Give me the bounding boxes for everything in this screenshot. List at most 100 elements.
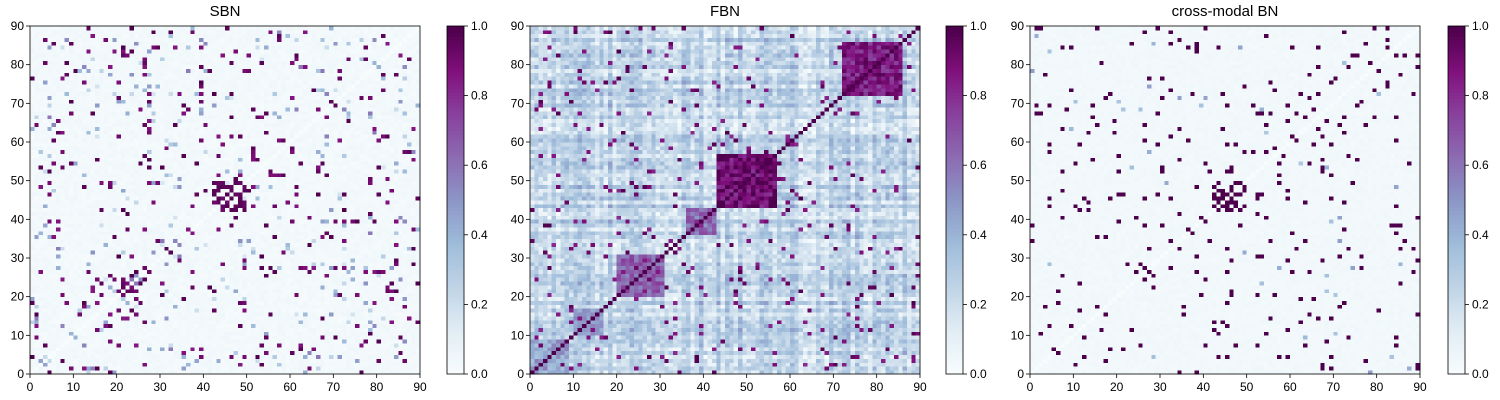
heatmap-cell — [56, 339, 61, 344]
heatmap-cell — [112, 277, 118, 282]
heatmap-cell — [233, 180, 239, 185]
heatmap-cell — [402, 246, 408, 251]
heatmap-cell — [298, 339, 304, 344]
heatmap-cell — [203, 169, 209, 174]
heatmap-cell — [316, 261, 321, 267]
heatmap-cell — [294, 316, 300, 321]
heatmap-cell — [363, 238, 369, 243]
heatmap-cell — [108, 285, 113, 290]
heatmap-cell — [64, 265, 70, 270]
heatmap-cell — [350, 176, 356, 182]
heatmap-cell — [164, 230, 170, 236]
heatmap-cell — [155, 223, 161, 228]
heatmap-cell — [186, 346, 191, 352]
heatmap-cell — [168, 343, 174, 348]
heatmap-cell — [350, 335, 356, 340]
heatmap-cell — [43, 339, 48, 344]
heatmap-cell — [398, 250, 404, 255]
heatmap-cell — [333, 358, 339, 363]
heatmap-cell — [77, 308, 83, 313]
heatmap-cell — [264, 366, 269, 371]
heatmap-cell — [190, 331, 196, 336]
heatmap-cell — [242, 285, 248, 290]
heatmap-cell — [251, 300, 256, 305]
heatmap-cell — [415, 358, 421, 363]
heatmap-cell — [151, 157, 157, 162]
heatmap-cell — [112, 331, 118, 336]
heatmap-cell — [255, 354, 261, 359]
heatmap-cell — [307, 196, 313, 201]
heatmap-cell — [329, 184, 334, 189]
heatmap-cell — [316, 269, 321, 274]
heatmap-cell — [389, 300, 395, 305]
heatmap-cell — [320, 219, 326, 224]
heatmap-cell — [242, 370, 248, 375]
heatmap-cell — [220, 296, 226, 301]
heatmap-cell — [225, 300, 230, 305]
heatmap-cell — [30, 273, 35, 278]
heatmap-cell — [294, 304, 300, 309]
heatmap-cell — [203, 300, 209, 305]
heatmap-cell — [259, 172, 265, 178]
heatmap-cell — [259, 335, 265, 340]
heatmap-cell — [125, 176, 131, 182]
heatmap-cell — [112, 339, 118, 344]
heatmap-cell — [125, 335, 131, 340]
heatmap-cell — [56, 265, 61, 270]
heatmap-cell — [155, 362, 161, 367]
heatmap-cell — [34, 350, 40, 356]
heatmap-cell — [363, 192, 369, 197]
heatmap-cell — [394, 277, 399, 282]
heatmap-cell — [329, 211, 334, 216]
heatmap-cell — [329, 230, 334, 236]
heatmap-cell — [307, 339, 313, 344]
heatmap-cell — [398, 227, 404, 232]
heatmap-cell — [407, 227, 412, 232]
heatmap-cell — [73, 172, 79, 178]
heatmap-cell — [381, 196, 386, 201]
heatmap-cell — [368, 265, 373, 270]
heatmap-cell — [138, 296, 144, 301]
heatmap-cell — [199, 335, 204, 340]
heatmap-cell — [242, 215, 248, 220]
heatmap-cell — [38, 192, 44, 197]
heatmap-cell — [86, 157, 92, 162]
heatmap-cell — [290, 327, 295, 332]
heatmap-cell — [116, 277, 122, 282]
heatmap-cell — [51, 196, 57, 201]
heatmap-cell — [108, 277, 113, 282]
heatmap-cell — [233, 223, 239, 228]
heatmap-cell — [372, 196, 378, 201]
heatmap-cell — [30, 246, 35, 251]
heatmap-cell — [307, 258, 313, 263]
heatmap-cell — [251, 227, 256, 232]
heatmap-cell — [129, 350, 135, 356]
heatmap-cell — [229, 296, 235, 301]
heatmap-cell — [95, 246, 100, 251]
heatmap-cell — [99, 203, 105, 209]
heatmap-cell — [411, 215, 417, 220]
heatmap-cell — [411, 327, 417, 332]
heatmap-cell — [333, 184, 339, 189]
heatmap-cell — [337, 308, 343, 313]
heatmap-cell — [103, 370, 109, 375]
heatmap-cell — [155, 242, 161, 247]
heatmap-cell — [303, 308, 308, 313]
heatmap-cell — [290, 227, 295, 232]
heatmap-cell — [82, 184, 87, 189]
heatmap-cell — [138, 281, 144, 286]
heatmap-cell — [363, 277, 369, 282]
heatmap-cell — [316, 285, 321, 290]
heatmap-cell — [359, 358, 365, 363]
heatmap-cell — [411, 161, 417, 166]
heatmap-cell — [238, 169, 243, 174]
heatmap-cell — [34, 219, 40, 224]
heatmap-cell — [259, 304, 265, 309]
heatmap-cell — [86, 261, 92, 267]
heatmap-cell — [138, 227, 144, 232]
heatmap-cell — [160, 157, 165, 162]
heatmap-cell — [290, 188, 295, 193]
heatmap-cell — [77, 304, 83, 309]
heatmap-cell — [242, 230, 248, 236]
heatmap-cell — [56, 354, 61, 359]
